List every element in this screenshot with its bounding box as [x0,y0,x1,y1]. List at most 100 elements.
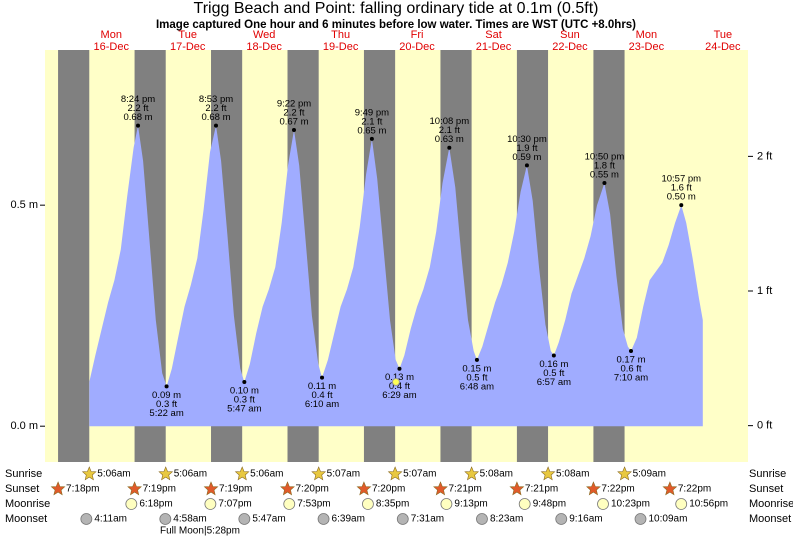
row-icon [509,481,525,496]
row-icon [540,466,556,481]
low-time: 5:22 am [149,408,183,419]
row-time: 5:08am [556,469,589,480]
row-icon [464,466,480,481]
night-band [58,50,90,462]
row-time: 8:23am [490,514,523,525]
day-name: Fri [411,29,424,41]
day-name: Sat [485,29,502,41]
row-time: 6:39am [332,514,365,525]
row-time: 7:22pm [678,484,711,495]
row-time: 9:13pm [454,499,487,510]
low-m: 0.17 m [616,355,645,366]
day-date: 21-Dec [476,41,512,53]
day-date: 17-Dec [170,41,206,53]
row-time: 6:18pm [139,499,172,510]
day-date: 22-Dec [552,41,588,53]
y-tick-label: 0.0 m [10,420,38,432]
low-ft: 0.3 ft [156,399,177,410]
high-point [447,145,452,150]
low-m: 0.15 m [462,363,491,374]
low-time: 5:47 am [227,404,261,415]
low-point [474,357,479,362]
row-icon [317,513,330,525]
row-icon [280,481,295,496]
high-time: 10:30 pm [507,134,547,145]
row-time: 7:21pm [525,484,558,495]
row-icon [634,513,647,525]
high-ft: 1.8 ft [594,161,615,172]
row-time: 5:07am [403,469,436,480]
high-time: 10:57 pm [661,174,701,185]
row-icon [387,466,403,481]
day-name: Mon [636,29,657,41]
row-icon [555,513,568,525]
high-time: 8:24 pm [121,94,155,105]
low-time: 6:48 am [460,381,494,392]
high-time: 9:22 pm [277,99,311,110]
row-time: 5:06am [174,469,207,480]
high-time: 9:49 pm [355,107,389,118]
high-time: 10:08 pm [430,116,470,127]
high-point [136,123,141,128]
high-m: 0.50 m [667,192,696,203]
high-point [291,128,296,133]
row-time: 7:53pm [297,499,330,510]
row-time: 7:20pm [372,484,405,495]
high-ft: 2.2 ft [283,108,304,119]
row-label-left: Sunrise [5,468,42,480]
low-m: 0.10 m [230,386,259,397]
high-point [213,123,218,128]
low-ft: 0.5 ft [466,372,487,383]
row-icon [396,513,409,525]
high-m: 0.59 m [512,152,541,163]
row-time: 5:47am [252,514,285,525]
row-icon [234,466,250,481]
high-ft: 1.6 ft [671,183,692,194]
row-icon [586,481,601,496]
high-time: 10:50 pm [585,152,625,163]
row-icon [125,498,138,510]
row-icon [476,513,488,525]
row-time: 9:48pm [533,499,566,510]
chart-subtitle: Image captured One hour and 6 minutes be… [156,19,636,31]
low-time: 6:57 am [537,377,571,388]
row-time: 5:06am [97,469,130,480]
row-label-right: Sunset [749,483,783,495]
day-date: 16-Dec [94,41,130,53]
row-icon [81,466,97,481]
low-ft: 0.5 ft [543,368,564,379]
low-point [551,353,556,358]
day-name: Wed [253,29,275,41]
row-icon [80,513,93,525]
row-icon [158,466,174,481]
moon-phase-name: Full Moon [160,526,204,537]
row-icon [362,498,374,510]
row-time: 7:22pm [601,484,634,495]
low-m: 0.16 m [539,359,568,370]
row-label-left: Sunset [5,483,39,495]
high-point [679,203,684,208]
low-ft: 0.4 ft [311,390,332,401]
day-name: Mon [101,29,122,41]
row-label-right: Sunrise [749,468,786,480]
day-name: Sun [560,29,580,41]
high-m: 0.65 m [357,125,386,136]
low-time: 7:10 am [614,373,648,384]
row-icon [203,481,219,496]
row-time: 5:07am [327,469,360,480]
day-name: Tue [178,29,197,41]
high-ft: 1.9 ft [516,143,537,154]
row-icon [518,498,531,510]
row-time: 9:16am [569,514,602,525]
row-label-left: Moonrise [5,498,50,510]
row-time: 7:31am [411,514,444,525]
row-icon [440,498,453,510]
row-time: 7:20pm [295,484,328,495]
tide-area [89,125,703,427]
row-time: 5:06am [250,469,283,480]
low-ft: 0.3 ft [234,395,255,406]
low-point [164,384,169,389]
low-time: 6:10 am [305,399,339,410]
row-time: 8:35pm [376,499,409,510]
high-ft: 2.2 ft [127,103,148,114]
